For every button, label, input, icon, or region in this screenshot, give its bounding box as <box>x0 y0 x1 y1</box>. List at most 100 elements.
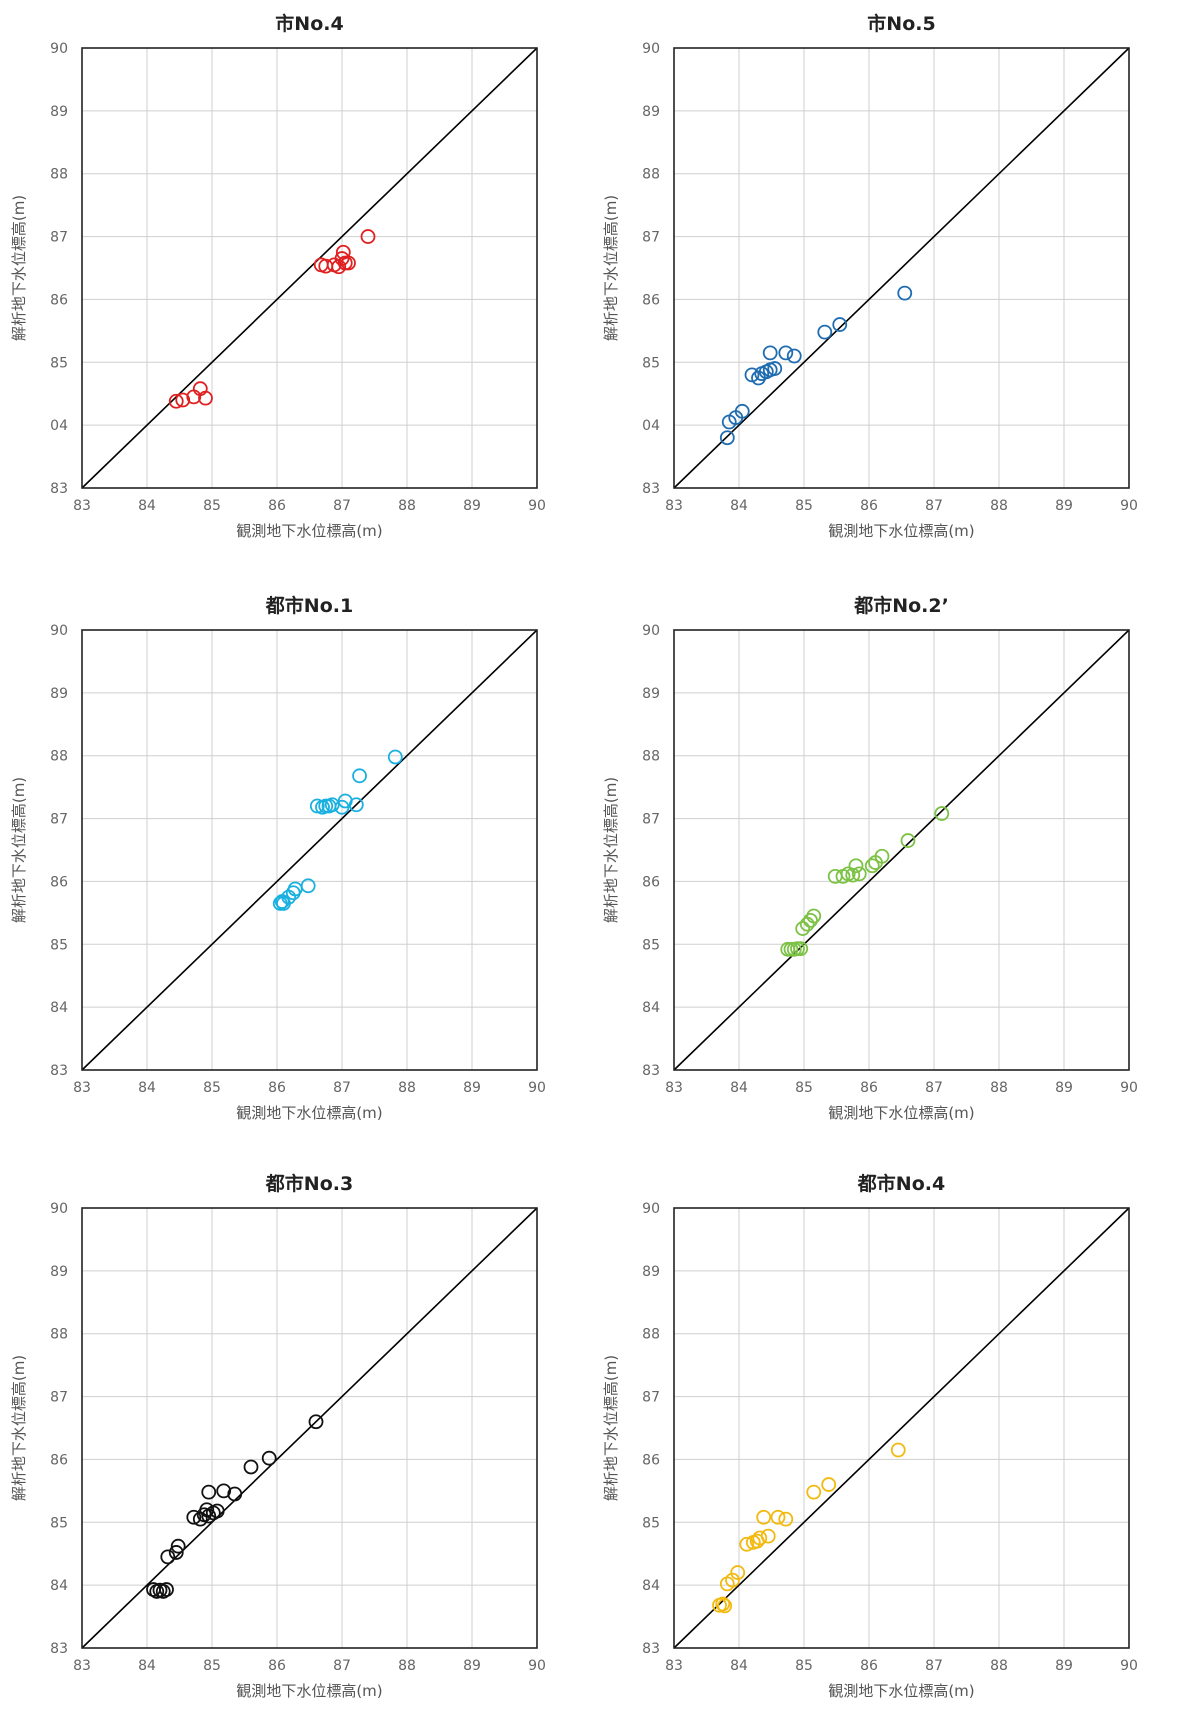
data-point <box>227 1486 243 1502</box>
y-tick-label: 87 <box>642 812 660 828</box>
y-tick-label: 90 <box>50 1201 68 1217</box>
y-tick-label: 89 <box>50 1264 68 1280</box>
data-point <box>752 1530 768 1546</box>
x-tick-label: 87 <box>925 498 943 514</box>
y-tick-label: 89 <box>50 686 68 702</box>
x-tick-label: 87 <box>925 1080 943 1096</box>
x-tick-label: 84 <box>138 498 156 514</box>
data-point <box>734 403 750 419</box>
x-tick-label: 84 <box>730 1080 748 1096</box>
data-point <box>209 1503 225 1519</box>
data-point <box>341 255 356 271</box>
one-to-one-line <box>673 1207 1130 1649</box>
data-point <box>715 1596 731 1612</box>
x-tick-label: 86 <box>268 1080 286 1096</box>
y-tick-label: 85 <box>50 1515 68 1531</box>
data-point <box>845 867 861 883</box>
x-tick-label: 85 <box>795 1080 813 1096</box>
x-axis-label: 観測地下水位標高(m) <box>828 1682 974 1700</box>
data-point <box>848 858 864 874</box>
y-tick-label: 90 <box>642 1201 660 1217</box>
data-point <box>170 1538 186 1554</box>
chart-title: 都市No.4 <box>857 1172 945 1195</box>
x-tick-label: 85 <box>203 1658 221 1674</box>
one-to-one-line <box>81 1207 538 1649</box>
x-tick-label: 83 <box>665 1080 683 1096</box>
y-tick-label: 89 <box>642 104 660 120</box>
y-tick-label: 89 <box>642 686 660 702</box>
data-point <box>324 797 340 813</box>
x-tick-label: 86 <box>860 498 878 514</box>
x-tick-label: 83 <box>73 1080 91 1096</box>
data-point <box>216 1483 232 1499</box>
data-point <box>198 390 213 406</box>
y-tick-label: 90 <box>50 41 68 57</box>
scatter-chart: 都市No.3 83 84 85 86 87 88 89 90 83 84 85 86 87 88 89 90 観測… <box>10 1172 546 1700</box>
y-tick-label: 87 <box>50 230 68 246</box>
data-point <box>778 1511 794 1527</box>
x-tick-label: 87 <box>333 498 351 514</box>
x-axis-label: 観測地下水位標高(m) <box>828 1104 974 1122</box>
scatter-chart: 都市No.2’ 83 84 85 86 87 88 89 90 83 84 85 86 87 88 89 90 観… <box>602 594 1138 1122</box>
y-tick-label: 84 <box>642 1000 660 1016</box>
data-point <box>817 324 833 340</box>
data-point <box>832 317 848 332</box>
x-tick-label: 87 <box>333 1658 351 1674</box>
x-tick-label: 90 <box>1120 1080 1138 1096</box>
y-tick-label: 86 <box>642 1452 660 1468</box>
y-tick-label: 89 <box>50 104 68 120</box>
plot-frame <box>673 1207 1130 1649</box>
y-tick-label: 84 <box>50 1578 68 1594</box>
x-tick-label: 89 <box>463 1658 481 1674</box>
x-tick-label: 86 <box>268 498 286 514</box>
x-tick-label: 84 <box>138 1080 156 1096</box>
y-tick-label: 84 <box>50 1000 68 1016</box>
one-to-one-line <box>81 47 538 489</box>
plot-frame <box>673 629 1130 1071</box>
data-point <box>821 1477 837 1492</box>
y-tick-label: 84 <box>642 1578 660 1594</box>
y-tick-label: 87 <box>642 230 660 246</box>
x-tick-label: 88 <box>990 1080 1008 1096</box>
data-point <box>730 1565 746 1580</box>
one-to-one-line <box>673 629 1130 1071</box>
y-tick-label: 90 <box>642 623 660 639</box>
y-tick-label: 88 <box>642 1327 660 1343</box>
y-tick-label: 88 <box>50 749 68 765</box>
y-axis-label: 解析地下水位標高(m) <box>602 195 620 341</box>
y-tick-label: 83 <box>50 481 68 497</box>
chart-panel-5: 都市No.3 83 84 85 86 87 88 89 90 83 84 85 86 87 88 89 90 観測… <box>0 1160 590 1732</box>
chart-panel-6: 都市No.4 83 84 85 86 87 88 89 90 83 84 85 86 87 88 89 90 観測… <box>592 1160 1182 1732</box>
data-point <box>864 858 880 874</box>
chart-panel-2: 市No.5 83 84 85 86 87 88 89 90 83 04 85 86 87 88 89 90 観測地… <box>592 0 1182 572</box>
x-tick-label: 89 <box>463 498 481 514</box>
x-tick-label: 85 <box>203 498 221 514</box>
x-tick-label: 84 <box>138 1658 156 1674</box>
x-tick-label: 88 <box>398 498 416 514</box>
one-to-one-line <box>673 47 1130 489</box>
y-tick-label: 88 <box>50 1327 68 1343</box>
x-tick-label: 83 <box>665 498 683 514</box>
data-point <box>348 797 364 813</box>
data-point <box>760 1528 776 1544</box>
x-tick-label: 88 <box>990 498 1008 514</box>
y-tick-label: 85 <box>50 937 68 953</box>
y-tick-label: 86 <box>642 874 660 890</box>
data-point <box>778 345 794 361</box>
x-tick-label: 89 <box>463 1080 481 1096</box>
x-tick-label: 85 <box>795 1658 813 1674</box>
plot-frame <box>81 47 538 489</box>
y-tick-label: 83 <box>50 1063 68 1079</box>
y-tick-label: 86 <box>50 292 68 308</box>
scatter-chart: 都市No.4 83 84 85 86 87 88 89 90 83 84 85 86 87 88 89 90 観測… <box>602 1172 1138 1700</box>
x-tick-label: 90 <box>528 1080 546 1096</box>
x-tick-label: 87 <box>333 1080 351 1096</box>
x-tick-label: 90 <box>528 498 546 514</box>
data-point <box>762 345 778 361</box>
x-tick-label: 88 <box>398 1658 416 1674</box>
scatter-chart: 市No.5 83 84 85 86 87 88 89 90 83 04 85 86 87 88 89 90 観測地… <box>602 12 1138 540</box>
plot-frame <box>81 1207 538 1649</box>
y-tick-label: 85 <box>642 1515 660 1531</box>
data-point <box>756 1509 772 1525</box>
y-tick-label: 83 <box>642 1063 660 1079</box>
